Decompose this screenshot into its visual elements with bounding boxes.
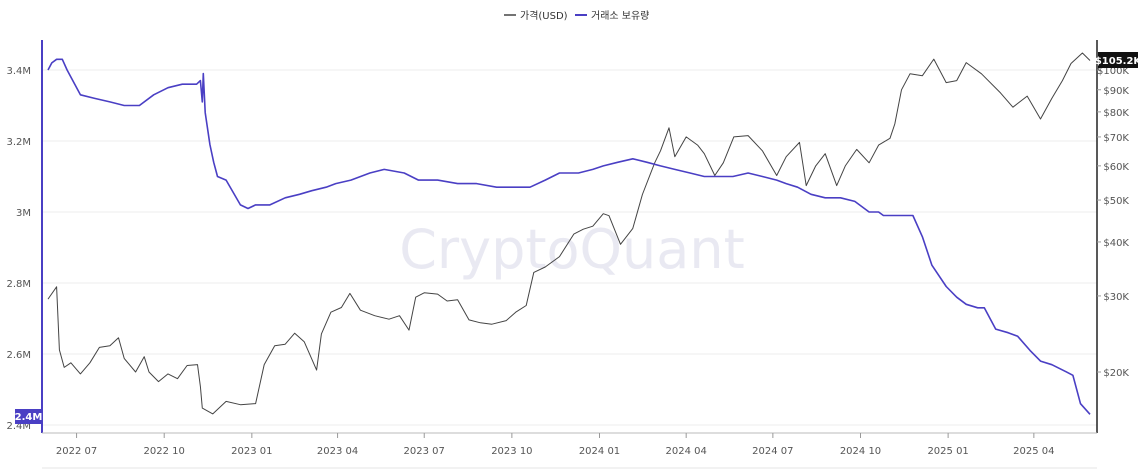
watermark: CryptoQuant — [399, 218, 745, 281]
reserve-badge — [15, 409, 42, 424]
y-right-tick-label-1: $90K — [1103, 86, 1129, 97]
x-tick-label-4: 2023 07 — [404, 446, 445, 457]
y-left-tick-label-0: 3.4M — [6, 66, 31, 77]
x-tick-label-11: 2025 04 — [1013, 446, 1054, 457]
price-badge — [1098, 52, 1138, 68]
reserve-badge-label: 2.4M — [15, 412, 43, 423]
y-left-tick-label-1: 3.2M — [6, 137, 31, 148]
price-badge-label: $105.2K — [1095, 56, 1143, 67]
reserve-series-line — [47, 58, 1091, 415]
legend-label-reserve: 거래소 보유량 — [591, 10, 649, 22]
price-series-line — [47, 52, 1091, 415]
y-right-tick-label-6: $40K — [1103, 238, 1129, 249]
y-axis-right-ticks: $100K $90K $80K $70K $60K $50K $40K $30K $20K — [1097, 66, 1129, 379]
x-tick-label-1: 2022 10 — [144, 446, 185, 457]
x-tick-label-7: 2024 04 — [666, 446, 707, 457]
x-tick-label-3: 2023 04 — [317, 446, 358, 457]
x-axis-ticks: 2022 07 2022 10 2023 01 2023 04 2023 07 2023 … — [56, 433, 1055, 457]
x-tick-label-9: 2024 10 — [840, 446, 881, 457]
y-right-tick-label-8: $20K — [1103, 368, 1129, 379]
x-tick-label-5: 2023 10 — [491, 446, 532, 457]
y-left-tick-label-4: 2.6M — [6, 350, 31, 361]
x-tick-label-2: 2023 01 — [231, 446, 272, 457]
y-right-tick-label-3: $70K — [1103, 133, 1129, 144]
y-right-tick-label-4: $60K — [1103, 162, 1129, 173]
x-tick-label-6: 2024 01 — [579, 446, 620, 457]
y-left-tick-label-3: 2.8M — [6, 279, 31, 290]
series-group — [47, 52, 1091, 415]
y-right-tick-label-5: $50K — [1103, 196, 1129, 207]
gridlines — [42, 69, 1097, 426]
value-badges: $105.2K 2.4M — [15, 52, 1143, 424]
legend: 가격(USD) 거래소 보유량 — [504, 9, 649, 22]
y-right-tick-label-2: $80K — [1103, 108, 1129, 119]
axes — [41, 40, 1098, 469]
y-right-tick-label-7: $30K — [1103, 292, 1129, 303]
y-left-tick-label-5: 2.4M — [6, 421, 31, 432]
x-tick-label-8: 2024 07 — [752, 446, 793, 457]
y-right-tick-label-0: $100K — [1097, 66, 1129, 77]
y-left-tick-label-2: 3M — [16, 208, 31, 219]
x-tick-label-10: 2025 01 — [927, 446, 968, 457]
legend-label-price: 가격(USD) — [520, 9, 568, 22]
y-axis-left-ticks: 3.4M 3.2M 3M 2.8M 2.6M 2.4M — [6, 66, 31, 432]
x-tick-label-0: 2022 07 — [56, 446, 97, 457]
